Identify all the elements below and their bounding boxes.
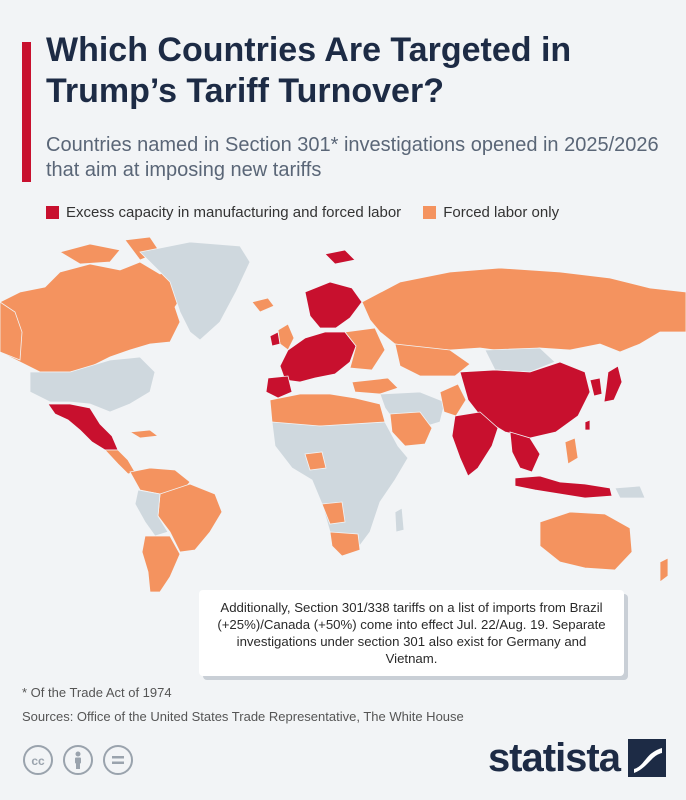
region-new-zealand xyxy=(659,557,669,583)
legend-label-excess-capacity: Excess capacity in manufacturing and for… xyxy=(66,204,402,221)
region-kazakhstan xyxy=(394,343,471,377)
region-taiwan xyxy=(584,419,591,431)
region-uk-ireland xyxy=(277,323,295,351)
region-peru-bolivia xyxy=(134,489,169,537)
region-canada xyxy=(0,261,186,373)
legend-swatch-excess-capacity xyxy=(46,206,59,219)
region-south-africa xyxy=(329,531,361,557)
region-greenland xyxy=(139,241,251,341)
region-korea xyxy=(589,377,603,397)
region-philippines xyxy=(564,437,579,465)
no-derivatives-equals-icon[interactable] xyxy=(102,744,134,776)
region-pakistan xyxy=(439,383,467,417)
creative-commons-icon[interactable]: cc xyxy=(22,744,54,776)
region-svalbard xyxy=(324,249,356,265)
legend: Excess capacity in manufacturing and for… xyxy=(46,204,581,221)
legend-swatch-forced-labor xyxy=(423,206,437,219)
region-japan xyxy=(603,365,623,403)
page-title: Which Countries Are Targeted in Trump’s … xyxy=(46,31,572,110)
region-indochina xyxy=(509,431,541,473)
region-madagascar xyxy=(394,507,405,533)
sources: Sources: Office of the United States Tra… xyxy=(22,709,464,724)
region-arctic-islands xyxy=(58,236,161,265)
region-central-america xyxy=(104,449,136,475)
legend-label-forced-labor: Forced labor only xyxy=(443,204,560,221)
attribution-person-icon[interactable] xyxy=(62,744,94,776)
brand-name: statista xyxy=(487,736,621,780)
note-text: Additionally, Section 301/338 tariffs on… xyxy=(217,600,606,666)
region-russia xyxy=(361,267,686,353)
legend-item-forced-labor: Forced labor only xyxy=(423,204,559,221)
region-ireland xyxy=(269,331,281,347)
region-scandinavia xyxy=(304,281,363,329)
note-box: Additionally, Section 301/338 tariffs on… xyxy=(199,590,624,676)
svg-text:cc: cc xyxy=(31,754,45,768)
region-nigeria xyxy=(304,451,327,471)
world-map xyxy=(0,236,686,592)
region-mongolia xyxy=(484,347,556,373)
region-usa xyxy=(29,356,156,413)
page-subtitle: Countries named in Section 301* investig… xyxy=(46,134,659,181)
footnote: * Of the Trade Act of 1974 xyxy=(22,685,172,700)
region-alaska xyxy=(0,301,23,361)
legend-item-excess-capacity: Excess capacity in manufacturing and for… xyxy=(46,204,401,221)
region-caribbean xyxy=(128,429,160,439)
license-icons: cc xyxy=(22,744,142,776)
region-papua xyxy=(614,485,646,499)
region-iberia xyxy=(265,375,293,399)
region-eastern-europe xyxy=(344,327,386,371)
region-argentina-chile xyxy=(141,535,181,592)
region-australia xyxy=(539,511,633,571)
region-india xyxy=(451,411,499,477)
region-saudi-arabia xyxy=(389,411,433,447)
statista-mark-icon xyxy=(628,739,666,777)
brand-logo[interactable]: statista xyxy=(488,736,666,780)
region-brazil xyxy=(157,483,223,553)
region-angola xyxy=(321,501,346,525)
accent-bar xyxy=(22,42,31,182)
region-indonesia xyxy=(514,475,613,499)
region-turkey xyxy=(351,377,399,395)
region-iceland xyxy=(251,297,275,313)
